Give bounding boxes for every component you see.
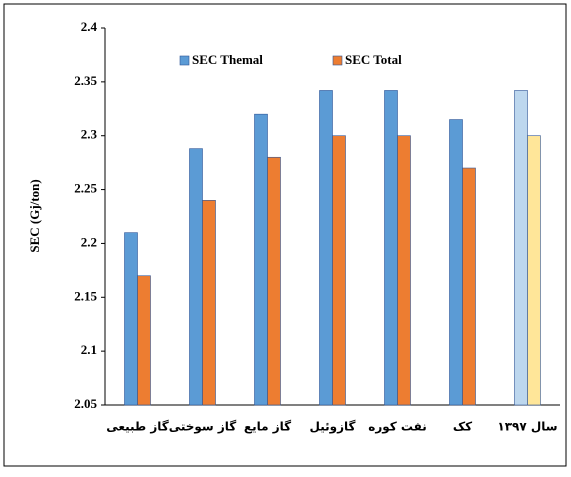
x-tick-label: گاز طبیعی <box>106 420 169 434</box>
y-tick-label: 2.35 <box>74 73 97 88</box>
x-tick-label: گازوئیل <box>310 420 356 435</box>
legend-swatch <box>332 55 343 66</box>
x-tick-label: سال ۱۳۹۷ <box>497 420 557 434</box>
x-tick-label: گاز مایع <box>244 420 291 434</box>
x-tick-label: کک <box>453 420 472 434</box>
bar <box>384 90 398 406</box>
bar <box>527 135 541 406</box>
bar <box>319 90 333 406</box>
legend-swatch <box>179 55 190 66</box>
y-tick-label: 2.4 <box>81 19 98 34</box>
bar <box>189 148 203 406</box>
bar <box>124 232 138 406</box>
legend-label: SEC Total <box>345 52 402 67</box>
bar <box>332 135 346 406</box>
bar <box>449 119 463 406</box>
bar <box>514 90 528 406</box>
bar <box>254 113 268 406</box>
x-tick-label: گاز سوختی <box>169 420 237 435</box>
y-tick-label: 2.05 <box>74 396 97 411</box>
y-axis-label: SEC (Gj/ton) <box>27 179 42 252</box>
x-tick-label: نفت کوره <box>368 420 427 435</box>
bar <box>137 275 151 406</box>
y-tick-label: 2.25 <box>74 181 97 196</box>
bar <box>397 135 411 406</box>
y-tick-label: 2.15 <box>74 288 97 303</box>
bar <box>267 156 281 406</box>
legend-label: SEC Themal <box>192 52 263 67</box>
y-tick-label: 2.2 <box>81 234 97 249</box>
bar <box>202 200 216 406</box>
y-tick-label: 2.3 <box>81 127 98 142</box>
y-tick-label: 2.1 <box>81 342 97 357</box>
bar <box>462 167 476 406</box>
